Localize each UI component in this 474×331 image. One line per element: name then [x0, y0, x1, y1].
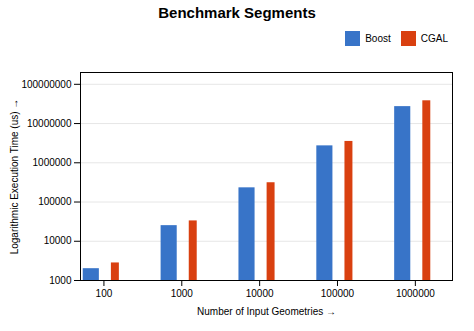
svg-text:100000: 100000	[321, 288, 355, 299]
svg-text:100000000: 100000000	[21, 79, 71, 90]
svg-text:100000: 100000	[38, 196, 72, 207]
svg-text:1000: 1000	[49, 275, 72, 286]
svg-text:Number of Input Geometries →: Number of Input Geometries →	[197, 306, 336, 317]
html-text:Benchmark Segments: Benchmark Segments	[158, 4, 316, 21]
html-text:Boost: Boost	[365, 33, 391, 44]
svg-text:1000000: 1000000	[33, 157, 72, 168]
svg-text:1000000: 1000000	[396, 288, 435, 299]
html-text:CGAL: CGAL	[420, 33, 448, 44]
svg-text:1000: 1000	[171, 288, 194, 299]
svg-text:10000000: 10000000	[27, 118, 72, 129]
svg-text:Logarithmic Execution Time (us: Logarithmic Execution Time (us) →	[9, 99, 20, 255]
svg-text:10000: 10000	[44, 235, 72, 246]
svg-text:10000: 10000	[246, 288, 274, 299]
svg-text:100: 100	[96, 288, 113, 299]
